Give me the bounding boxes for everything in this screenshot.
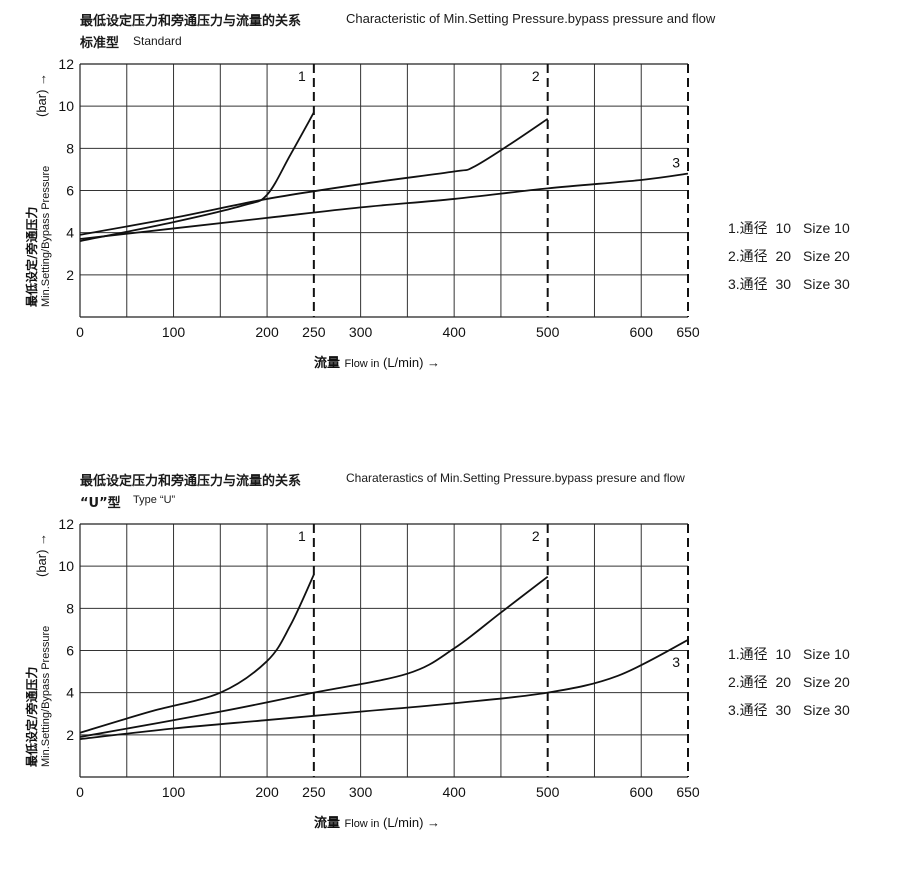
legend-item-label-cn: 3.通径 30 — [728, 276, 792, 292]
x-tick-label: 500 — [536, 324, 560, 340]
series-label-1: 1 — [298, 68, 306, 84]
legend-item-label-en: Size 20 — [803, 674, 850, 690]
x-tick-label: 600 — [630, 324, 654, 340]
legend-item-label-en: Size 10 — [803, 646, 850, 662]
y-tick-label: 2 — [66, 267, 74, 283]
y-tick-label: 4 — [66, 225, 74, 241]
x-tick-label: 650 — [676, 784, 700, 800]
y-axis-unit: (bar) → — [34, 73, 49, 117]
chart-title: Charaterastics of Min.Setting Pressure.b… — [346, 471, 685, 485]
chart-subtitle: Standard — [133, 34, 182, 48]
x-axis-label: 流量 Flow in (L/min) → — [314, 355, 440, 371]
legend-item-label-cn: 2.通径 20 — [728, 248, 792, 264]
legend-item: 2.通径 20 Size 20 — [728, 668, 850, 696]
legend-item-label-en: Size 10 — [803, 220, 850, 236]
x-tick-label: 100 — [162, 324, 186, 340]
y-tick-label: 6 — [66, 183, 74, 199]
series-line-3 — [79, 639, 689, 740]
x-tick-label: 100 — [162, 784, 186, 800]
y-tick-label: 8 — [66, 600, 74, 616]
x-tick-label: 650 — [676, 324, 700, 340]
legend-item: 2.通径 20 Size 20 — [728, 242, 850, 270]
y-axis-label-en: Min.Setting/Bypass Pressure — [40, 626, 52, 767]
legend-item-label-en: Size 30 — [803, 702, 850, 718]
x-tick-label: 200 — [255, 324, 279, 340]
series-label-3: 3 — [672, 155, 680, 171]
y-tick-label: 12 — [58, 516, 74, 532]
chart-panel-standard: 最低设定压力和旁通压力与流量的关系 Characteristic of Min.… — [0, 0, 900, 420]
series-label-1: 1 — [298, 528, 306, 544]
series-line-1 — [79, 112, 315, 242]
y-tick-label: 10 — [58, 98, 74, 114]
x-tick-label: 400 — [442, 784, 466, 800]
chart-title-cn: 最低设定压力和旁通压力与流量的关系 — [80, 14, 302, 29]
y-axis-unit: (bar) → — [34, 533, 49, 577]
legend-item-label-en: Size 20 — [803, 248, 850, 264]
chart-subtitle: Type “U” — [133, 494, 176, 506]
y-tick-label: 12 — [58, 56, 74, 72]
legend-item-label-cn: 1.通径 10 — [728, 220, 792, 236]
y-tick-label: 2 — [66, 727, 74, 743]
y-tick-label: 6 — [66, 643, 74, 659]
legend-item: 1.通径 10 Size 10 — [728, 640, 850, 668]
chart-subtitle-cn: 标准型 — [80, 36, 120, 51]
x-tick-label: 600 — [630, 784, 654, 800]
y-tick-label: 10 — [58, 558, 74, 574]
x-tick-label: 250 — [302, 324, 326, 340]
x-tick-label: 300 — [349, 324, 373, 340]
y-axis-label-en: Min.Setting/Bypass Pressure — [40, 166, 52, 307]
x-tick-label: 0 — [76, 784, 84, 800]
y-axis-label-cn: 最低设定/旁通压力 — [24, 667, 39, 767]
legend-item-label-cn: 3.通径 30 — [728, 702, 792, 718]
legend: 1.通径 10 Size 10 2.通径 20 Size 20 3.通径 30 Size … — [728, 214, 850, 298]
x-tick-label: 400 — [442, 324, 466, 340]
legend-item-label-en: Size 30 — [803, 276, 850, 292]
chart-subtitle-cn: “U”型 — [80, 496, 121, 511]
series-line-2 — [79, 118, 549, 236]
y-tick-label: 8 — [66, 140, 74, 156]
series-label-2: 2 — [532, 528, 540, 544]
x-tick-label: 300 — [349, 784, 373, 800]
y-tick-label: 4 — [66, 685, 74, 701]
series-line-3 — [79, 172, 689, 240]
x-tick-label: 250 — [302, 784, 326, 800]
chart-title-cn: 最低设定压力和旁通压力与流量的关系 — [80, 474, 302, 489]
series-label-3: 3 — [672, 654, 680, 670]
legend-item: 1.通径 10 Size 10 — [728, 214, 850, 242]
legend-item: 3.通径 30 Size 30 — [728, 696, 850, 724]
series-line-2 — [79, 575, 549, 738]
legend-item-label-cn: 1.通径 10 — [728, 646, 792, 662]
series-label-2: 2 — [532, 68, 540, 84]
y-axis-label: 最低设定/旁通压力 Min.Setting/Bypass Pressure (bar… — [24, 73, 52, 307]
chart-title: Characteristic of Min.Setting Pressure.b… — [346, 11, 716, 26]
x-tick-label: 500 — [536, 784, 560, 800]
x-tick-label: 0 — [76, 324, 84, 340]
legend-item: 3.通径 30 Size 30 — [728, 270, 850, 298]
chart-panel-type-u: 最低设定压力和旁通压力与流量的关系 Charaterastics of Min.… — [0, 460, 900, 880]
y-axis-label-cn: 最低设定/旁通压力 — [24, 207, 39, 307]
y-axis-label: 最低设定/旁通压力 Min.Setting/Bypass Pressure (bar… — [24, 533, 52, 767]
series-line-1 — [79, 574, 315, 734]
legend: 1.通径 10 Size 10 2.通径 20 Size 20 3.通径 30 Size … — [728, 640, 850, 724]
legend-item-label-cn: 2.通径 20 — [728, 674, 792, 690]
x-axis-label: 流量 Flow in (L/min) → — [314, 815, 440, 831]
x-tick-label: 200 — [255, 784, 279, 800]
